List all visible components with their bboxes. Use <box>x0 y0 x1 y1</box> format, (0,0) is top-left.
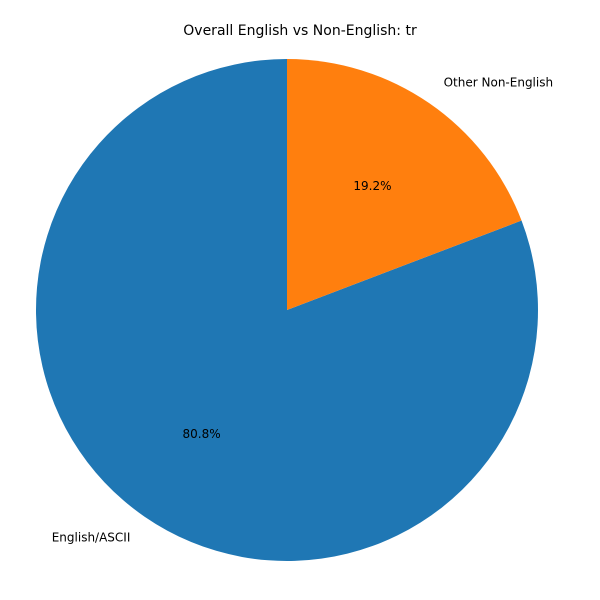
pie-slices <box>35 59 538 561</box>
pie-slice-other-non-english <box>287 59 522 310</box>
pie-slice-english-ascii <box>35 59 538 561</box>
pie-labels: English/ASCII 80.8% Other Non-English 19.2% <box>52 76 553 545</box>
slice-label: Other Non-English <box>444 76 553 90</box>
chart-title: Overall English vs Non-English: tr <box>183 23 417 39</box>
slice-label: English/ASCII <box>52 530 131 544</box>
slice-percentage-label: 19.2% <box>353 179 391 193</box>
slice-percentage-label: 80.8% <box>183 427 221 441</box>
